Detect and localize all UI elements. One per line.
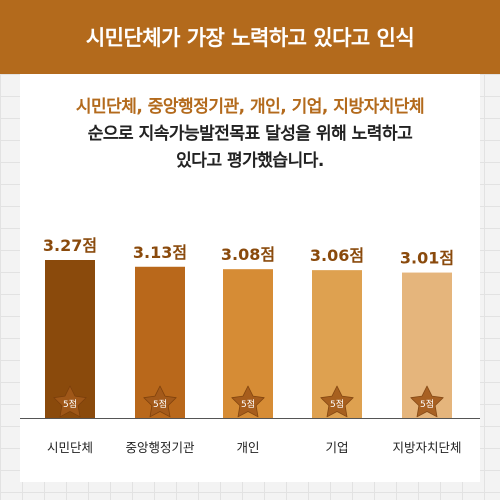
star-label: 5점 — [153, 398, 167, 410]
category-label: 시민단체 — [47, 440, 93, 455]
value-label: 3.13점 — [133, 243, 187, 262]
star-label: 5점 — [241, 398, 255, 410]
value-label: 3.06점 — [310, 246, 364, 265]
headline-line-3: 있다고 평가했습니다. — [176, 151, 324, 171]
headline: 시민단체, 중앙행정기관, 개인, 기업, 지방자치단체 순으로 지속가능발전목… — [20, 94, 480, 175]
header-banner: 시민단체가 가장 노력하고 있다고 인식 — [0, 0, 500, 74]
category-label: 중앙행정기관 — [125, 440, 195, 455]
star-icon — [53, 385, 87, 418]
headline-line-2: 순으로 지속가능발전목표 달성을 위해 노력하고 — [87, 124, 413, 144]
star-label: 5점 — [63, 398, 77, 410]
value-label: 3.27점 — [43, 236, 97, 255]
value-label: 3.08점 — [221, 245, 275, 264]
value-label: 3.01점 — [400, 249, 454, 268]
star-label: 5점 — [330, 398, 344, 410]
category-label: 지방자치단체 — [392, 440, 461, 455]
star-icon — [231, 385, 265, 418]
star-icon — [320, 385, 354, 418]
star-icon — [410, 385, 444, 418]
star-label: 5점 — [420, 398, 434, 410]
star-icon — [143, 385, 177, 418]
headline-ranking: 시민단체, 중앙행정기관, 개인, 기업, 지방자치단체 — [75, 97, 425, 117]
page-title: 시민단체가 가장 노력하고 있다고 인식 — [85, 26, 415, 50]
category-label: 개인 — [236, 440, 259, 455]
category-label: 기업 — [325, 440, 348, 455]
